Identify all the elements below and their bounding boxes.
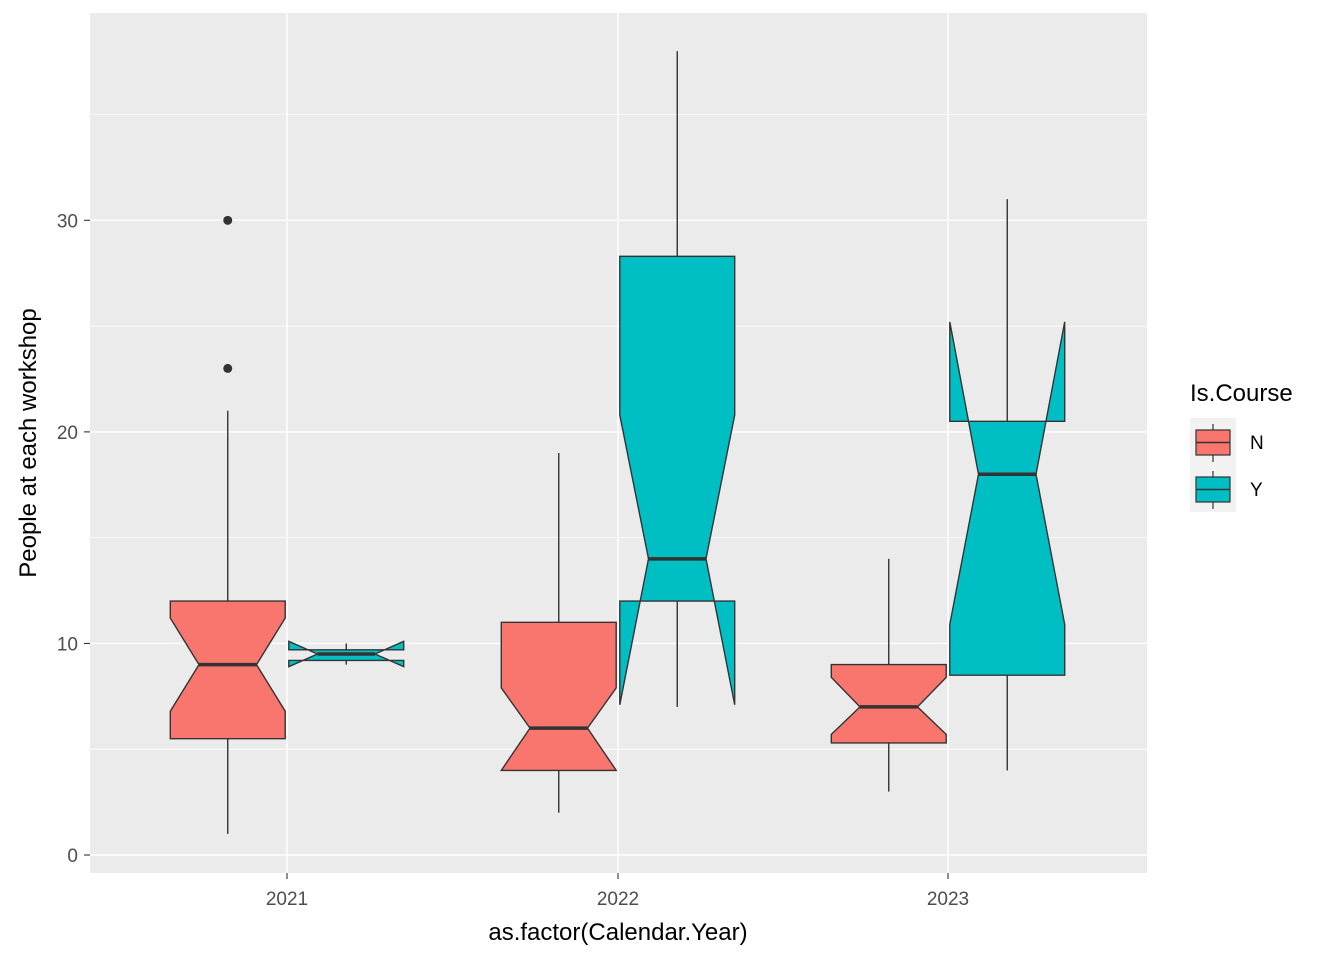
y-tick-label: 20 — [57, 423, 78, 444]
x-tick-label: 2023 — [927, 889, 969, 910]
box-Y-2023 — [949, 199, 1066, 771]
legend: Is.Course N Y — [1190, 380, 1293, 512]
outlier-point — [223, 215, 233, 225]
notched-box — [830, 663, 947, 744]
x-tick-label: 2021 — [266, 889, 308, 910]
x-axis: 2021 2022 2023 — [266, 873, 969, 910]
notched-box — [619, 255, 736, 705]
outlier-point — [223, 363, 233, 373]
boxplot-marks — [169, 51, 1066, 834]
y-axis-title: People at each workshop — [15, 308, 42, 578]
y-tick-label: 30 — [57, 211, 78, 232]
y-tick-label: 0 — [67, 846, 78, 867]
box-N-2023 — [830, 558, 947, 792]
legend-label-N: N — [1250, 433, 1264, 454]
y-tick-label: 10 — [57, 634, 78, 655]
legend-key-Y — [1195, 471, 1231, 509]
notched-box — [499, 621, 618, 772]
legend-title: Is.Course — [1190, 380, 1293, 407]
box-Y-2021 — [288, 640, 405, 668]
legend-label-Y: Y — [1250, 480, 1263, 501]
legend-key-N — [1195, 424, 1231, 462]
box-N-2022 — [499, 453, 618, 813]
y-axis: 0 10 20 30 — [57, 211, 90, 867]
box-N-2021 — [169, 215, 286, 834]
x-tick-label: 2022 — [597, 889, 639, 910]
notched-box — [949, 321, 1066, 676]
box-Y-2022 — [619, 51, 736, 707]
notched-box — [169, 600, 286, 740]
x-axis-title: as.factor(Calendar.Year) — [488, 919, 747, 946]
